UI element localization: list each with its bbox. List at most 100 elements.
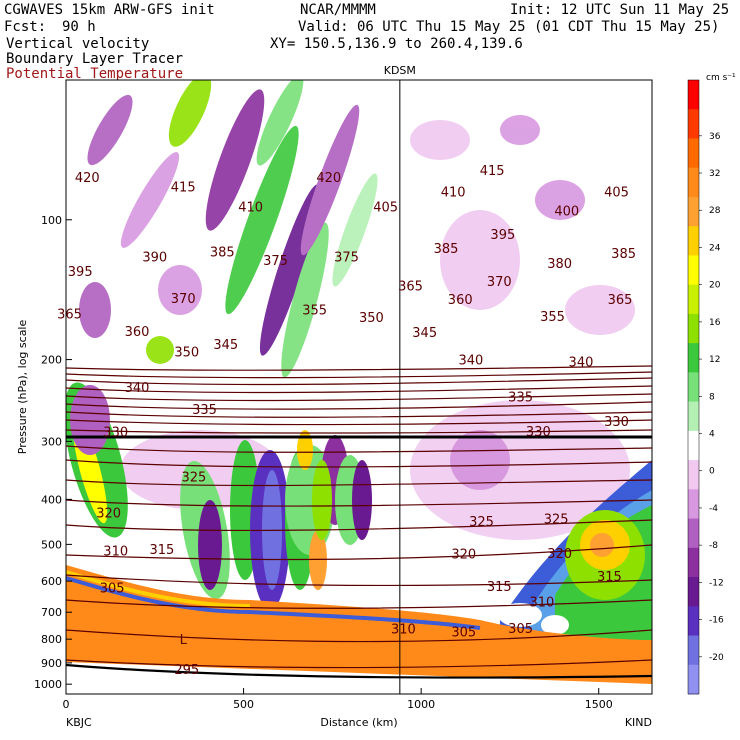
contour-label: 315 [149, 543, 174, 558]
contour-label: 315 [487, 580, 512, 595]
contour-label: 320 [96, 507, 121, 522]
left-station-label: KBJC [66, 716, 92, 729]
contour-label: 330 [103, 426, 128, 441]
contour-label: 415 [171, 181, 196, 196]
contour-label: L [180, 633, 188, 648]
contour-label: 305 [451, 626, 476, 641]
contour-label: 405 [373, 201, 398, 216]
contour-label: 400 [554, 205, 579, 220]
contour-label: 375 [334, 251, 359, 266]
contour-label: 365 [57, 307, 82, 322]
colorbar-tick-label: -4 [709, 504, 718, 514]
field-boundary-layer-tracer: Boundary Layer Tracer [6, 51, 184, 67]
colorbar-swatch [688, 255, 699, 286]
colorbar-tick-label: 36 [709, 132, 721, 142]
colorbar-swatch [688, 372, 699, 403]
colorbar-swatch [688, 313, 699, 344]
x-axis: 0 500 1000 1500 [63, 688, 613, 711]
colorbar-tick-label: -12 [709, 578, 724, 588]
contour-label: 395 [68, 265, 93, 280]
contour-label: 335 [508, 390, 533, 405]
colorbar-swatch [688, 577, 699, 607]
colorbar-swatch [688, 284, 699, 315]
colorbar-tick-label: -16 [709, 616, 724, 626]
colorbar-tick-label: 12 [709, 355, 720, 365]
colorbar-unit: cm s⁻¹ [706, 73, 736, 83]
colorbar-swatch [688, 80, 699, 110]
contour-label: 370 [171, 292, 196, 307]
field-potential-temperature: Potential Temperature [6, 66, 184, 82]
model-title: CGWAVES 15km ARW-GFS init [4, 2, 215, 18]
contour-label: 310 [529, 595, 554, 610]
init-time: Init: 12 UTC Sun 11 May 25 [510, 2, 730, 18]
x-tick-label: 1500 [585, 698, 613, 711]
colorbar-swatch [688, 167, 699, 198]
contour-label: 325 [469, 515, 494, 530]
contour-label: 410 [238, 201, 263, 216]
colorbar-tick-label: 16 [709, 318, 721, 328]
contour-label: 420 [316, 171, 341, 186]
y-axis-label: Pressure (hPa), log scale [16, 320, 29, 455]
field-vertical-velocity: Vertical velocity [6, 36, 150, 52]
contour-label: 305 [508, 622, 533, 637]
contour-label: 340 [125, 381, 150, 396]
y-tick-label: 300 [41, 435, 62, 448]
colorbar-frame [687, 79, 700, 695]
contour-label: 340 [569, 356, 594, 371]
vertical-velocity-field [66, 80, 652, 694]
contour-label: 325 [181, 470, 206, 485]
valid-time: Valid: 06 UTC Thu 15 May 25 (01 CDT Thu … [298, 19, 720, 35]
colorbar-tick-label: 8 [709, 392, 715, 402]
contour-label: 360 [125, 325, 150, 340]
colorbar-swatch [688, 401, 699, 432]
colorbar-tick-label: 28 [709, 206, 721, 216]
forecast-label: Fcst: [4, 19, 47, 35]
colorbar-swatch [688, 343, 699, 373]
colorbar-swatch [688, 460, 699, 490]
colorbar-swatch [688, 430, 699, 461]
contour-label: 310 [391, 623, 416, 638]
contour-label: 335 [192, 403, 217, 418]
colorbar-tick-label: 32 [709, 169, 720, 179]
contour-label: 385 [611, 247, 636, 262]
x-tick-label: 0 [63, 698, 70, 711]
y-tick-label: 200 [41, 354, 62, 367]
colorbar-tick-label: -20 [709, 653, 724, 663]
contour-label: 350 [174, 346, 199, 361]
x-tick-label: 500 [233, 698, 254, 711]
colorbar-swatch [688, 635, 699, 666]
colorbar-swatch [688, 518, 699, 549]
colorbar-tick-label: 24 [709, 243, 721, 253]
plot-frame [65, 79, 653, 695]
contour-label: 380 [547, 257, 572, 272]
contour-label: 355 [302, 304, 327, 319]
contour-label: 370 [487, 275, 512, 290]
contour-label: 325 [544, 513, 569, 528]
contour-label: 420 [75, 171, 100, 186]
cross-section-xy: XY= 150.5,136.9 to 260.4,139.6 [270, 36, 523, 52]
colorbar-tick-label: 20 [709, 281, 721, 291]
contour-label: 315 [597, 570, 622, 585]
forecast-hour: 90 h [62, 19, 96, 35]
contour-label: 345 [213, 338, 238, 353]
contour-label: 330 [526, 425, 551, 440]
contour-label: 365 [608, 293, 633, 308]
colorbar-swatch [688, 138, 699, 169]
colorbar-tick-label: 0 [709, 467, 715, 477]
contour-label: 405 [604, 185, 629, 200]
potential-temperature-contours [66, 365, 652, 679]
contour-label: 350 [359, 311, 384, 326]
y-tick-label: 400 [41, 493, 62, 506]
contour-label: 320 [547, 547, 572, 562]
contour-label: 365 [398, 280, 423, 295]
y-tick-label: 800 [41, 633, 62, 646]
right-station-label: KIND [625, 716, 652, 729]
chart-title: KDSM [384, 64, 416, 77]
colorbar-swatch [688, 196, 699, 227]
contour-label: 355 [540, 310, 565, 325]
y-tick-label: 600 [41, 575, 62, 588]
org-label: NCAR/MMMM [300, 2, 376, 18]
contour-label: 340 [458, 354, 483, 369]
y-tick-label: 900 [41, 657, 62, 670]
